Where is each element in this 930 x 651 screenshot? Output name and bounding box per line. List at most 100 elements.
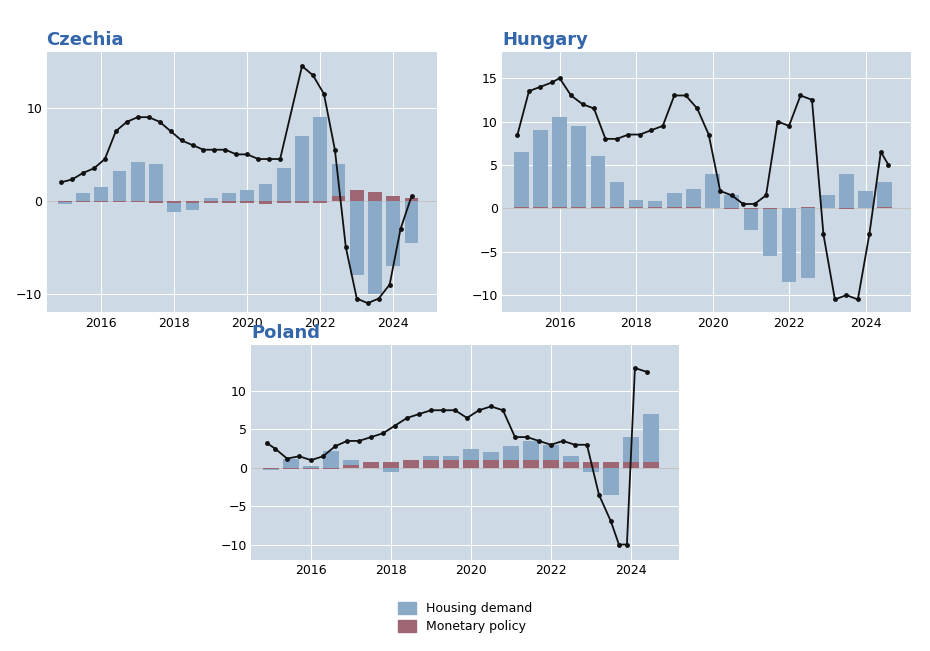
Bar — [383, 468, 399, 471]
Bar — [222, 193, 236, 201]
Bar — [484, 460, 498, 468]
Bar — [404, 460, 418, 468]
Bar — [295, 136, 309, 201]
Bar — [743, 208, 758, 209]
Bar — [782, 208, 796, 282]
Bar — [564, 456, 578, 468]
Bar — [240, 201, 254, 202]
Bar — [644, 414, 658, 468]
Bar — [801, 208, 816, 278]
Bar — [149, 201, 163, 202]
Bar — [484, 452, 498, 468]
Bar — [386, 201, 400, 266]
Bar — [222, 201, 236, 202]
Bar — [364, 462, 379, 468]
Bar — [350, 201, 364, 275]
Bar — [186, 201, 199, 202]
Bar — [524, 460, 538, 468]
Bar — [533, 206, 548, 208]
Bar — [623, 462, 639, 468]
Bar — [839, 208, 854, 209]
Bar — [423, 460, 439, 468]
Bar — [295, 201, 309, 202]
Bar — [324, 468, 339, 469]
Bar — [648, 201, 662, 208]
Bar — [259, 184, 272, 201]
Bar — [263, 468, 279, 470]
Bar — [263, 468, 279, 469]
Bar — [623, 437, 639, 468]
Bar — [240, 189, 254, 201]
Bar — [724, 208, 739, 209]
Bar — [167, 201, 181, 202]
Bar — [686, 189, 700, 208]
Bar — [167, 201, 181, 212]
Bar — [877, 182, 892, 208]
Bar — [444, 460, 458, 468]
Bar — [591, 156, 605, 208]
Bar — [610, 182, 624, 208]
Bar — [364, 465, 379, 468]
Bar — [113, 171, 126, 201]
Bar — [58, 201, 72, 204]
Bar — [423, 456, 439, 468]
Bar — [644, 462, 658, 468]
Bar — [463, 460, 479, 468]
Bar — [303, 468, 319, 469]
Bar — [324, 451, 339, 468]
Bar — [313, 201, 327, 202]
Bar — [332, 163, 345, 201]
Text: Czechia: Czechia — [46, 31, 124, 49]
Bar — [763, 208, 777, 256]
Bar — [604, 462, 618, 468]
Bar — [131, 201, 145, 202]
Bar — [113, 201, 126, 202]
Bar — [524, 441, 538, 468]
Bar — [284, 468, 299, 469]
Bar — [405, 201, 418, 243]
Bar — [94, 187, 108, 201]
Bar — [463, 449, 479, 468]
Bar — [76, 193, 90, 201]
Bar — [705, 174, 720, 208]
Bar — [204, 198, 218, 201]
Text: Hungary: Hungary — [502, 31, 588, 49]
Bar — [763, 208, 777, 209]
Bar — [58, 201, 72, 202]
Bar — [444, 456, 458, 468]
Bar — [386, 196, 400, 201]
Bar — [76, 201, 90, 202]
Bar — [284, 458, 299, 468]
Bar — [583, 468, 599, 471]
Bar — [259, 201, 272, 204]
Bar — [94, 201, 108, 202]
Bar — [571, 126, 586, 208]
Bar — [543, 460, 559, 468]
Bar — [332, 196, 345, 201]
Bar — [583, 462, 599, 468]
Bar — [543, 445, 559, 468]
Bar — [277, 169, 291, 201]
Bar — [149, 163, 163, 201]
Bar — [564, 462, 578, 468]
Bar — [368, 201, 382, 294]
Bar — [343, 465, 359, 468]
Bar — [724, 195, 739, 208]
Bar — [383, 462, 399, 468]
Bar — [204, 201, 218, 202]
Bar — [514, 206, 528, 208]
Bar — [743, 208, 758, 230]
Bar — [503, 460, 519, 468]
Bar — [303, 466, 319, 468]
Bar — [503, 447, 519, 468]
Bar — [350, 189, 364, 201]
Bar — [368, 191, 382, 201]
Bar — [629, 200, 644, 208]
Bar — [514, 152, 528, 208]
Bar — [839, 174, 854, 208]
Bar — [552, 117, 566, 208]
Bar — [313, 117, 327, 201]
Bar — [277, 201, 291, 202]
Bar — [405, 198, 418, 201]
Bar — [604, 468, 618, 495]
